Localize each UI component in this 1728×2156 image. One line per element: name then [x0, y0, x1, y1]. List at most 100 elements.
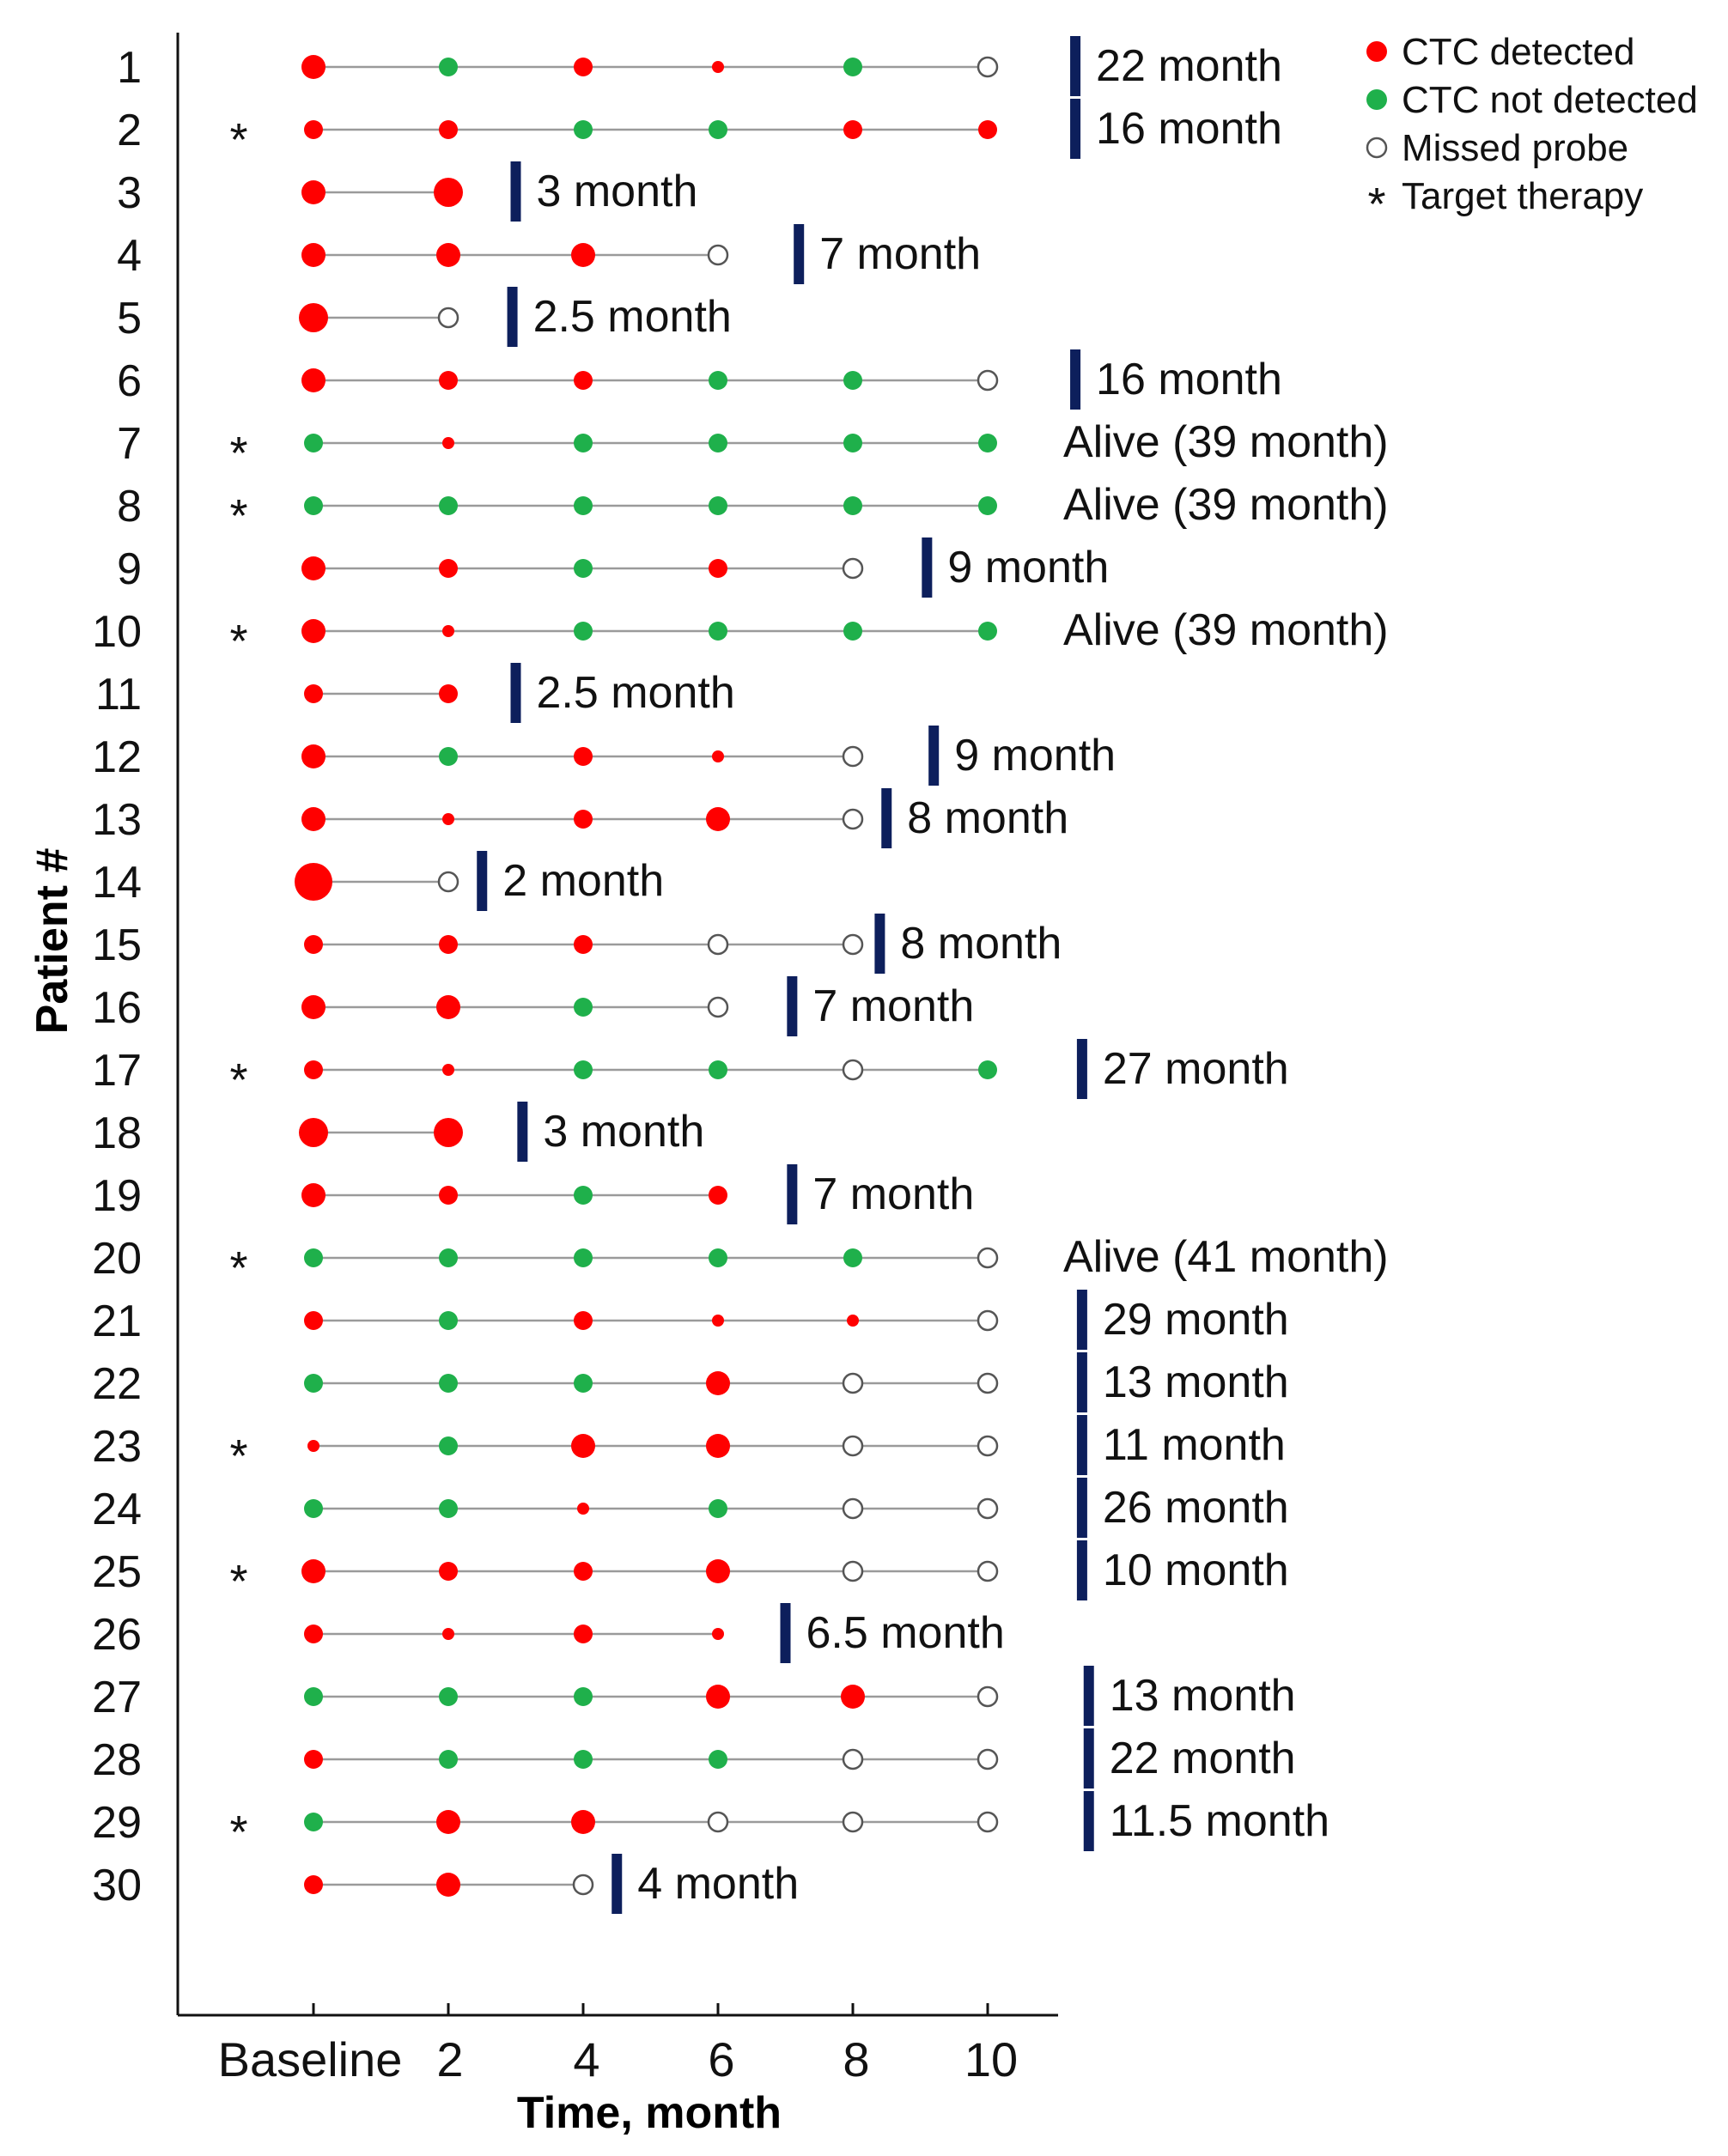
- ctc-marker-not-detected: [709, 1499, 727, 1518]
- survival-bar: [1083, 1728, 1094, 1789]
- ctc-marker-detected: [439, 120, 458, 139]
- ctc-marker-missed: [707, 244, 729, 266]
- ctc-marker-not-detected: [843, 371, 862, 390]
- ctc-marker-detected: [706, 1559, 730, 1583]
- patient-row: 15 8 month: [92, 914, 1062, 974]
- ctc-marker-missed: [977, 1372, 999, 1394]
- survival-bar: [1083, 1791, 1094, 1851]
- outcome-label: 7 month: [812, 1169, 974, 1219]
- patient-row: 13 8 month: [92, 788, 1068, 848]
- patient-row: 21 29 month: [92, 1290, 1289, 1350]
- ctc-marker-missed: [977, 1435, 999, 1457]
- ctc-marker-detected: [442, 437, 454, 449]
- outcome-label: 2 month: [502, 856, 664, 906]
- target-therapy-star: *: [229, 1807, 247, 1858]
- ctc-marker-missed: [842, 1059, 864, 1081]
- ctc-marker-detected: [301, 1559, 326, 1583]
- ctc-marker-detected: [574, 1311, 593, 1330]
- ctc-marker-not-detected: [574, 120, 593, 139]
- ctc-marker-not-detected: [574, 622, 593, 641]
- ctc-marker-detected: [712, 1315, 724, 1327]
- ctc-marker-not-detected: [439, 747, 458, 766]
- target-therapy-star: *: [229, 1054, 247, 1106]
- ctc-marker-missed: [842, 745, 864, 768]
- outcome-label: 16 month: [1096, 104, 1282, 154]
- patient-label: 6: [117, 356, 142, 406]
- ctc-marker-detected: [442, 813, 454, 825]
- patient-row: 19 7 month: [92, 1164, 974, 1224]
- ctc-marker-not-detected: [439, 1374, 458, 1393]
- survival-bar: [1076, 1415, 1087, 1475]
- outcome-label-alive: Alive (41 month): [1063, 1232, 1389, 1282]
- patient-row: 28 22 month: [92, 1728, 1296, 1789]
- patient-row: 27 13 month: [92, 1666, 1296, 1726]
- axes: [176, 33, 1058, 2017]
- ctc-marker-detected: [709, 559, 727, 578]
- patient-label: 18: [92, 1108, 142, 1158]
- ctc-marker-detected: [574, 747, 593, 766]
- survival-bar: [611, 1854, 623, 1914]
- ctc-marker-detected: [439, 1186, 458, 1205]
- ctc-marker-not-detected: [304, 1813, 323, 1831]
- ctc-marker-detected: [574, 1562, 593, 1581]
- ctc-marker-detected: [712, 750, 724, 762]
- ctc-marker-not-detected: [709, 1750, 727, 1769]
- ctc-marker-not-detected: [439, 1248, 458, 1267]
- target-therapy-star: *: [229, 1242, 247, 1294]
- ctc-marker-detected: [301, 556, 326, 580]
- patient-label: 27: [92, 1673, 142, 1722]
- ctc-marker-not-detected: [709, 622, 727, 641]
- outcome-label: 9 month: [947, 543, 1109, 592]
- outcome-label: 13 month: [1103, 1357, 1289, 1407]
- ctc-marker-not-detected: [843, 496, 862, 515]
- ctc-marker-missed: [977, 1247, 999, 1269]
- survival-bar: [1070, 36, 1081, 96]
- ctc-marker-missed: [842, 1435, 864, 1457]
- ctc-marker-missed: [572, 1874, 594, 1896]
- legend-star-icon: *: [1367, 179, 1385, 230]
- ctc-marker-detected: [304, 684, 323, 703]
- legend-item: CTC not detected: [1366, 79, 1698, 121]
- ctc-marker-detected: [442, 1628, 454, 1640]
- ctc-marker-detected: [439, 371, 458, 390]
- ctc-marker-not-detected: [709, 1248, 727, 1267]
- legend-label: CTC detected: [1402, 31, 1634, 73]
- ctc-marker-detected: [304, 1625, 323, 1643]
- outcome-label: 9 month: [954, 731, 1116, 780]
- patient-row: 23 * 11 month: [92, 1415, 1286, 1482]
- ctc-marker-detected: [712, 61, 724, 73]
- ctc-marker-detected: [574, 371, 593, 390]
- ctc-marker-missed: [842, 1748, 864, 1770]
- ctc-marker-detected: [304, 1311, 323, 1330]
- ctc-marker-not-detected: [304, 1499, 323, 1518]
- ctc-marker-not-detected: [439, 496, 458, 515]
- ctc-marker-detected: [304, 1750, 323, 1769]
- patient-label: 20: [92, 1234, 142, 1284]
- target-therapy-star: *: [229, 1430, 247, 1482]
- outcome-label: 29 month: [1103, 1295, 1289, 1345]
- survival-bar: [1076, 1039, 1087, 1099]
- patient-label: 15: [92, 920, 142, 970]
- patient-label: 12: [92, 732, 142, 782]
- ctc-marker-missed: [842, 1560, 864, 1582]
- ctc-marker-missed: [842, 1811, 864, 1833]
- ctc-marker-missed: [842, 1372, 864, 1394]
- outcome-label-alive: Alive (39 month): [1063, 417, 1389, 467]
- x-ticks: Baseline 2 4 6 8 10: [218, 2003, 1018, 2086]
- ctc-marker-detected: [843, 120, 862, 139]
- survival-bar: [517, 1102, 528, 1162]
- outcome-label: 8 month: [900, 919, 1062, 969]
- x-tick-label: 6: [708, 2032, 734, 2086]
- patient-label: 22: [92, 1359, 142, 1409]
- survival-bar: [1083, 1666, 1094, 1726]
- ctc-marker-not-detected: [978, 1060, 997, 1079]
- outcome-label: 8 month: [907, 793, 1068, 843]
- patient-label: 17: [92, 1046, 142, 1096]
- ctc-marker-missed: [437, 307, 459, 329]
- ctc-marker-not-detected: [439, 1687, 458, 1706]
- patient-label: 25: [92, 1547, 142, 1597]
- ctc-marker-not-detected: [304, 1248, 323, 1267]
